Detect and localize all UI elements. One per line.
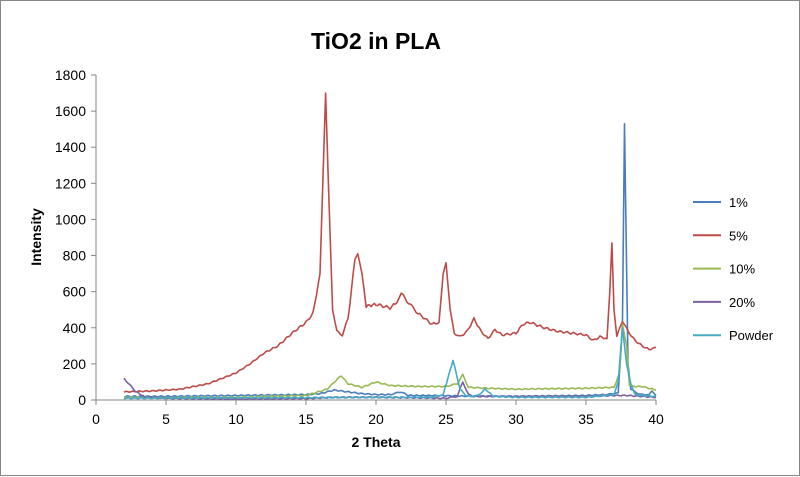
y-tick-label: 800 (63, 248, 87, 264)
x-tick-label: 10 (228, 411, 244, 427)
legend-label: Powder (729, 328, 774, 343)
legend-label: 10% (729, 262, 755, 277)
y-tick-label: 400 (63, 320, 87, 336)
x-axis-label: 2 Theta (351, 434, 400, 450)
y-axis-label: Intensity (28, 208, 44, 266)
legend-label: 20% (729, 295, 755, 310)
x-tick-label: 30 (508, 411, 524, 427)
y-tick-label: 1400 (55, 139, 86, 155)
series-lines (123, 92, 657, 401)
x-tick-label: 40 (648, 411, 664, 427)
y-tick-label: 1000 (55, 211, 86, 227)
x-tick-label: 15 (298, 411, 314, 427)
axes: 0 5 10 15 20 25 30 35 40020040060080010001200140… (55, 67, 664, 427)
series-line-5pct (123, 92, 657, 394)
y-tick-label: 600 (63, 284, 87, 300)
x-tick-label: 0 (92, 411, 100, 427)
series-line-powder (123, 326, 657, 400)
series-line-1pct (123, 123, 657, 398)
y-tick-label: 1800 (55, 67, 86, 83)
chart-title: TiO2 in PLA (311, 28, 441, 54)
legend-label: 5% (729, 228, 748, 243)
legend: 1% 5% 10% 20% Powder (693, 195, 774, 343)
series-line-10pct (123, 323, 657, 400)
legend-label: 1% (729, 195, 748, 210)
x-tick-label: 25 (438, 411, 454, 427)
x-tick-label: 35 (578, 411, 594, 427)
y-tick-label: 200 (63, 356, 87, 372)
y-tick-label: 1200 (55, 175, 86, 191)
y-tick-label: 0 (78, 392, 86, 408)
y-tick-label: 1600 (55, 103, 86, 119)
x-tick-label: 5 (162, 411, 170, 427)
x-tick-label: 20 (368, 411, 384, 427)
